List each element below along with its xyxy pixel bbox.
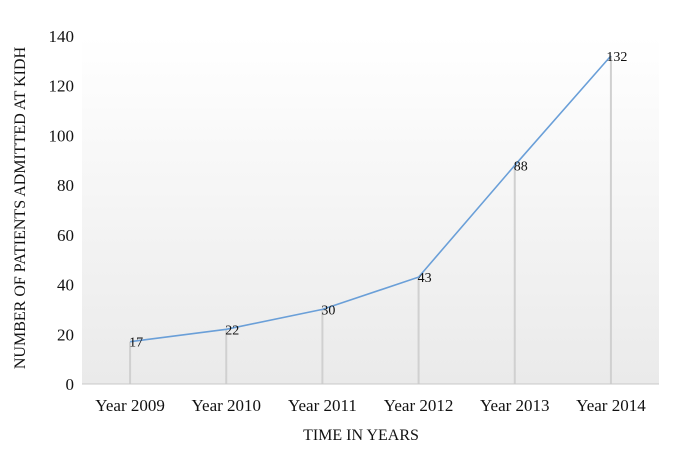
- data-label: 22: [225, 323, 239, 338]
- x-axis-title: TIME IN YEARS: [303, 427, 419, 444]
- y-tick-label: 120: [49, 77, 75, 96]
- data-labels: 17 22 30 43 88 132: [129, 50, 627, 351]
- plot-background: [82, 36, 659, 384]
- x-tick-label: Year 2014: [576, 396, 646, 415]
- x-tick-label: Year 2012: [384, 396, 454, 415]
- x-tick-label: Year 2013: [480, 396, 550, 415]
- y-axis-ticks: 0 20 40 60 80 100 120 140: [49, 27, 75, 394]
- data-label: 30: [321, 303, 335, 318]
- y-tick-label: 0: [66, 375, 75, 394]
- drop-lines: [129, 55, 612, 384]
- data-label: 88: [514, 159, 528, 174]
- y-tick-label: 140: [49, 27, 75, 46]
- y-tick-label: 60: [57, 226, 74, 245]
- data-label: 43: [418, 271, 432, 286]
- data-label: 17: [129, 336, 143, 351]
- x-tick-label: Year 2011: [288, 396, 357, 415]
- y-tick-label: 40: [57, 276, 74, 295]
- series-line: [129, 55, 612, 343]
- x-tick-label: Year 2009: [95, 396, 165, 415]
- data-label: 132: [606, 50, 627, 65]
- y-tick-label: 100: [49, 126, 75, 145]
- x-axis-ticks: Year 2009 Year 2010 Year 2011 Year 2012 Year…: [95, 396, 646, 415]
- y-axis-title: NUMBER OF PATIENTS ADMITTED AT KIDH: [12, 46, 29, 369]
- y-tick-label: 80: [57, 176, 74, 195]
- y-tick-label: 20: [57, 325, 74, 344]
- x-tick-label: Year 2010: [191, 396, 261, 415]
